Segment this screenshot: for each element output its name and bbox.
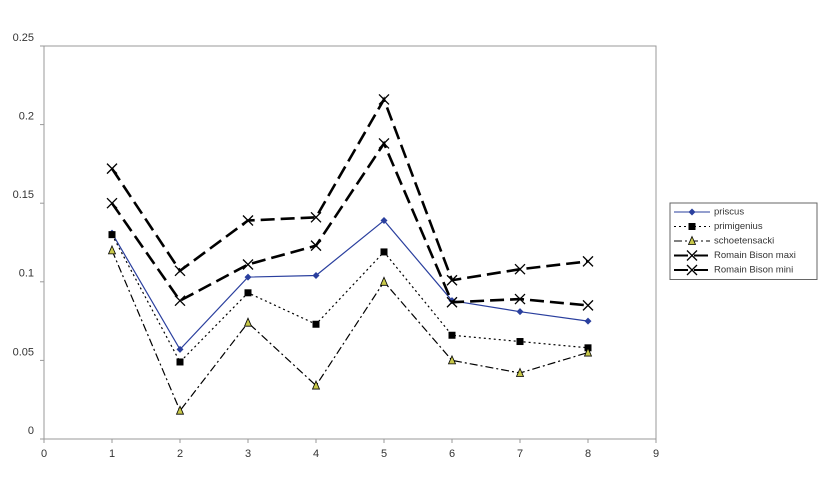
marker: [380, 216, 388, 224]
legend-label: schoetensacki: [714, 236, 774, 247]
marker: [582, 299, 594, 311]
series-line: [111, 250, 589, 412]
marker: [515, 367, 525, 377]
marker: [244, 273, 252, 281]
legend-marker: [686, 264, 698, 276]
x-tick-label: 2: [177, 448, 183, 460]
legend-label: primigenius: [714, 221, 763, 232]
x-tick-label: 5: [381, 448, 387, 460]
x-tick-label: 0: [41, 448, 47, 460]
marker: [106, 163, 118, 175]
x-tick-label: 4: [313, 448, 319, 460]
marker: [310, 211, 322, 223]
marker: [176, 345, 184, 353]
marker: [176, 358, 184, 366]
legend-marker: [686, 250, 698, 261]
marker: [243, 317, 253, 327]
marker: [378, 93, 390, 105]
marker: [516, 308, 524, 316]
marker: [380, 248, 388, 256]
marker: [242, 259, 254, 270]
marker: [514, 293, 526, 305]
marker: [378, 138, 390, 149]
legend-label: Romain Bison maxi: [714, 250, 796, 261]
marker: [310, 240, 322, 252]
series-line: [110, 96, 589, 282]
marker: [446, 296, 458, 308]
marker: [106, 197, 118, 209]
legend-marker: [687, 235, 697, 245]
plot-area: [43, 45, 657, 440]
x-tick-label: 3: [245, 448, 251, 460]
y-tick-label: 0: [28, 425, 34, 437]
legend-label: Romain Bison mini: [714, 265, 793, 276]
marker: [175, 405, 185, 415]
marker: [312, 320, 320, 328]
legend-marker: [688, 223, 696, 230]
marker: [582, 255, 594, 267]
marker: [446, 274, 458, 286]
x-tick-label: 9: [653, 448, 659, 460]
y-tick-label: 0.1: [19, 268, 34, 280]
marker: [516, 338, 524, 346]
x-tick-label: 8: [585, 448, 591, 460]
marker: [448, 331, 456, 339]
x-tick-label: 7: [517, 448, 523, 460]
marker: [244, 289, 252, 297]
marker: [514, 263, 526, 275]
marker: [107, 244, 117, 255]
x-tick-label: 1: [109, 448, 115, 460]
legend-label: priscus: [714, 207, 744, 218]
marker: [242, 215, 254, 226]
marker: [312, 272, 320, 280]
marker: [108, 231, 116, 239]
y-tick-label: 0.25: [13, 32, 34, 44]
x-tick-label: 6: [449, 448, 455, 460]
series-line: [110, 140, 589, 307]
y-tick-label: 0.15: [13, 189, 34, 201]
legend-marker: [688, 208, 696, 216]
series-line: [111, 234, 589, 363]
marker: [584, 317, 592, 325]
marker: [447, 354, 457, 365]
marker: [311, 380, 321, 390]
marker: [379, 276, 389, 286]
marker: [174, 265, 186, 277]
marker: [583, 347, 593, 357]
y-tick-label: 0.2: [19, 111, 34, 123]
y-tick-label: 0.05: [13, 346, 34, 358]
series-line: [111, 219, 589, 351]
marker: [174, 295, 186, 307]
